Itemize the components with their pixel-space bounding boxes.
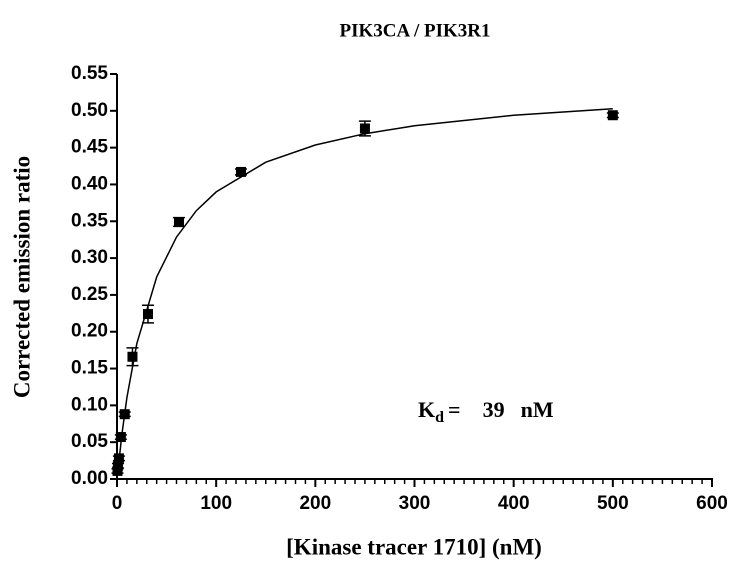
point (119, 409, 130, 420)
x-tick-label: 500 (597, 493, 629, 514)
kd-symbol: K (418, 397, 435, 422)
point (112, 460, 123, 471)
y-axis-label: Corrected emission ratio (9, 156, 34, 398)
point (115, 432, 126, 443)
point (112, 465, 123, 476)
point (607, 110, 618, 121)
kd-equals: = (448, 397, 461, 422)
y-tick-label: 0.50 (71, 100, 108, 121)
x-tick-label: 0 (112, 493, 123, 514)
y-tick-label: 0.20 (71, 321, 108, 342)
y-tick-label: 0.00 (71, 468, 108, 489)
x-tick-label: 300 (399, 493, 431, 514)
y-tick-label: 0.25 (71, 284, 108, 305)
kd-subscript: d (435, 409, 444, 426)
y-tick-label: 0.30 (71, 247, 108, 268)
kd-value: 39 (483, 397, 505, 422)
y-tick-label: 0.05 (71, 431, 108, 452)
point (113, 453, 124, 464)
point (235, 166, 246, 177)
y-tick-label: 0.15 (71, 358, 108, 379)
y-tick-label: 0.40 (71, 173, 108, 194)
chart-title: PIK3CA / PIK3R1 (340, 20, 491, 41)
x-tick-label: 600 (696, 493, 728, 514)
x-axis-label: [Kinase tracer 1710] (nM) (286, 534, 542, 559)
y-tick-label: 0.45 (71, 137, 108, 158)
y-tick-label: 0.55 (71, 63, 108, 84)
y-tick-label: 0.10 (71, 394, 108, 415)
point (173, 217, 184, 228)
kd-unit: nM (521, 397, 554, 422)
point (359, 123, 370, 134)
point (127, 351, 138, 362)
y-tick-label: 0.35 (71, 210, 108, 231)
kd-annotation: Kd = 39 nM (418, 397, 554, 426)
x-tick-label: 400 (498, 493, 530, 514)
x-tick-label: 100 (200, 493, 232, 514)
x-tick-label: 200 (299, 493, 331, 514)
fit-curve (116, 108, 613, 480)
point (142, 309, 153, 320)
